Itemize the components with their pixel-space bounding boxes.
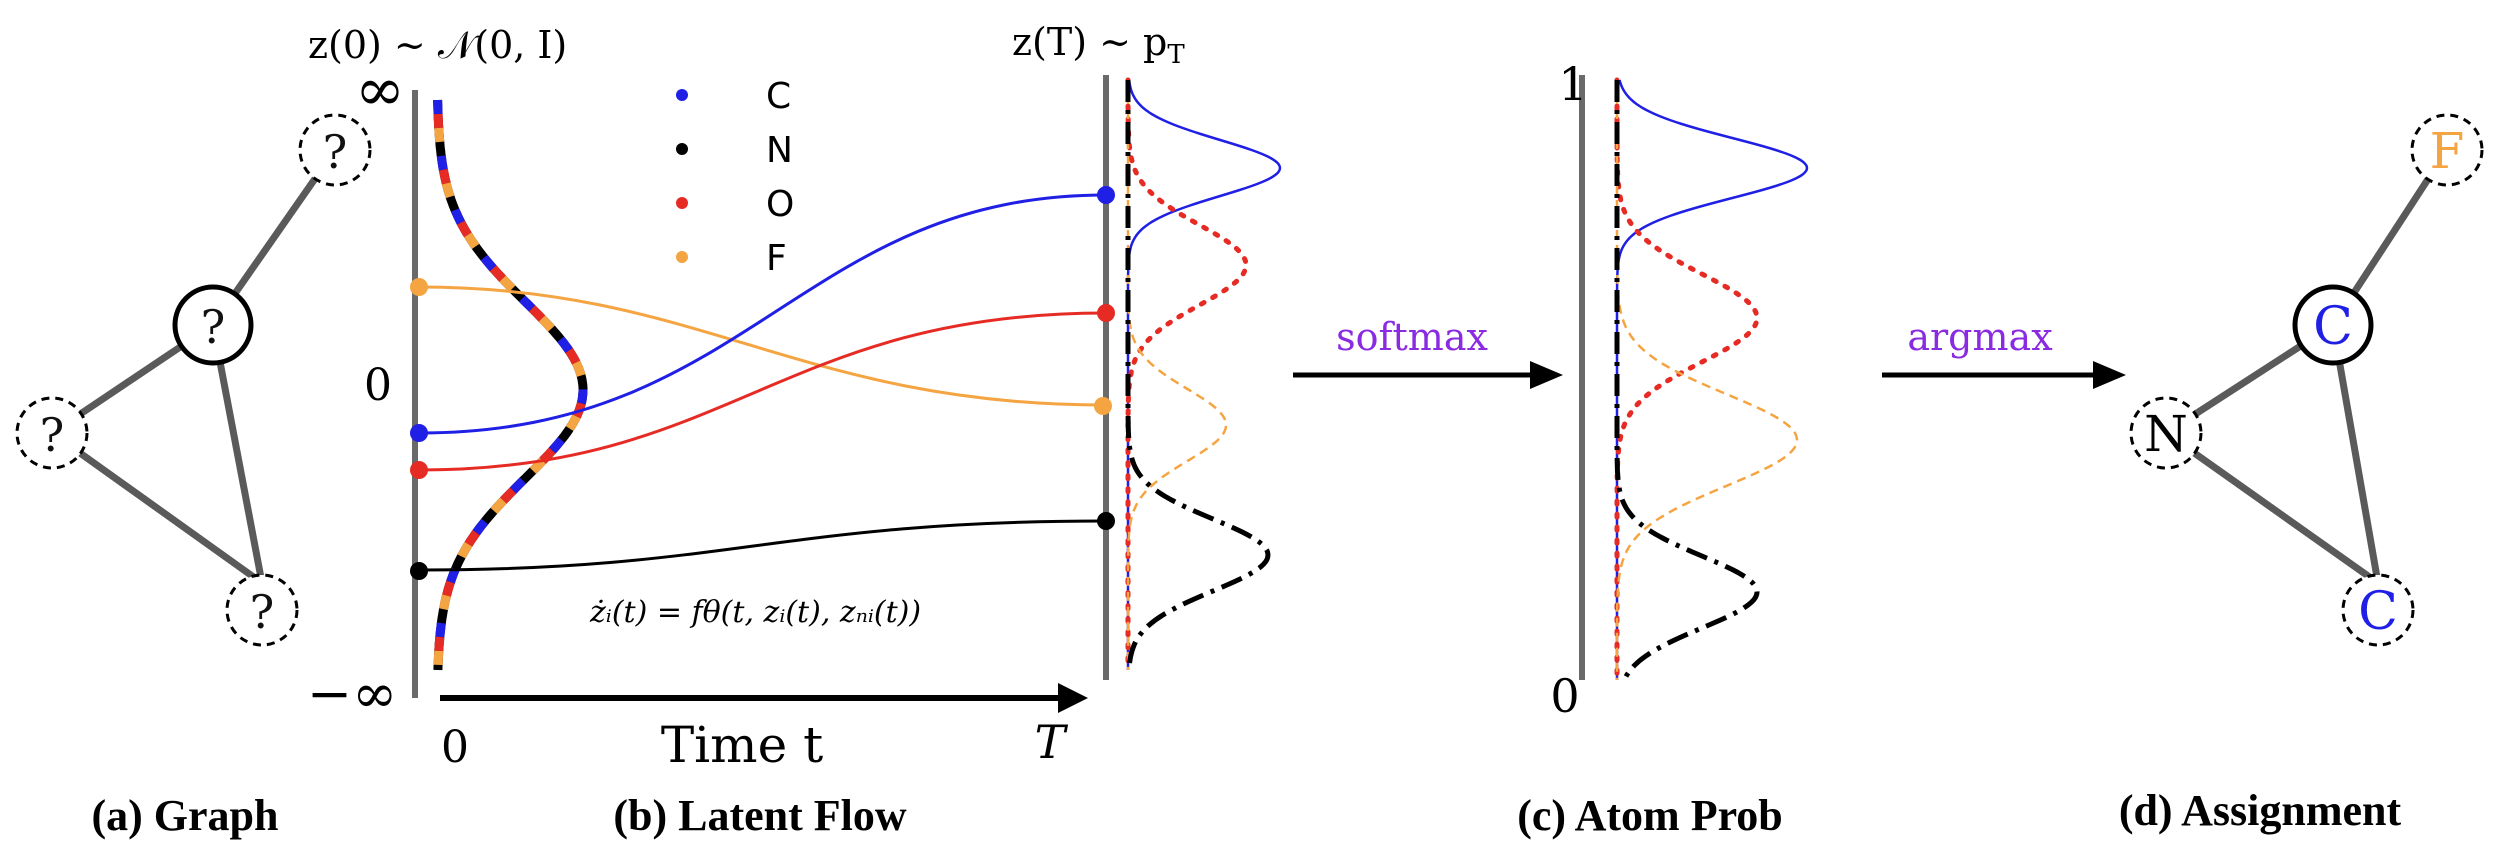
trajectory-O — [419, 311, 1107, 472]
legend-label-C: C — [766, 76, 791, 117]
caption-a: (a) Graph — [92, 791, 279, 840]
softmax-label: softmax — [1336, 315, 1488, 359]
legend-label-F: F — [766, 238, 787, 279]
assign-node-left: N — [2129, 396, 2203, 470]
legend: C N O F — [676, 76, 794, 279]
legend-marker-F — [676, 251, 688, 263]
output-densities-b — [1125, 77, 1282, 673]
title-zT-sub: T — [1167, 40, 1185, 70]
assign-node-bottom: C — [2341, 573, 2415, 647]
graph-node-top: ? — [298, 113, 372, 187]
assign-node-top-label: F — [2430, 122, 2465, 180]
panel-b-latent-flow: z(0) ∼ 𝒩(0, I) z(T) ∼ pT ∞ 0 −∞ 0 T Time… — [307, 20, 1282, 840]
label-neg-infinity: −∞ — [307, 662, 397, 725]
label-time-zero: 0 — [441, 722, 469, 773]
start-dot-O — [410, 461, 428, 479]
prob-label-zero: 0 — [1550, 669, 1579, 723]
label-pos-infinity: ∞ — [355, 55, 405, 125]
title-zT: z(T) ∼ pT — [1012, 20, 1185, 70]
end-dot-O — [1097, 304, 1115, 322]
edge-d-center-bottom — [2329, 324, 2382, 584]
end-dot-F — [1094, 397, 1112, 415]
assign-node-center: C — [2292, 284, 2374, 366]
caption-c: (c) Atom Prob — [1517, 791, 1783, 840]
title-zT-main: z(T) ∼ p — [1012, 20, 1167, 64]
label-zero: 0 — [364, 360, 392, 411]
assign-node-center-label: C — [2313, 297, 2353, 357]
caption-d: (d) Assignment — [2119, 786, 2402, 835]
panel-a-graph: ? ? ? ? (a) Graph — [15, 113, 372, 840]
ode-equation: żᵢ(t) = fθ(t, zᵢ(t), zₙᵢ(t)) — [589, 595, 921, 630]
prior-gaussian-curve — [433, 99, 588, 671]
title-z0: z(0) ∼ 𝒩(0, I) — [308, 23, 567, 67]
legend-marker-N — [676, 143, 688, 155]
softmax-arrow: softmax — [1293, 315, 1563, 389]
argmax-label: argmax — [1907, 315, 2052, 359]
assign-node-bottom-label: C — [2358, 582, 2398, 642]
assign-node-top: F — [2410, 113, 2484, 187]
legend-marker-C — [676, 89, 688, 101]
graph-node-bottom: ? — [225, 573, 299, 647]
assign-node-left-label: N — [2144, 405, 2188, 463]
start-dot-C — [410, 424, 428, 442]
panel-c-atom-prob: 1 0 (c) Atom Prob — [1517, 57, 1809, 840]
edge-center-bottom — [209, 324, 266, 584]
start-dot-F — [410, 278, 428, 296]
argmax-arrow: argmax — [1882, 315, 2126, 389]
trajectory-F — [419, 285, 1106, 407]
legend-marker-O — [676, 197, 688, 209]
graph-node-center: ? — [172, 284, 254, 366]
legend-label-N: N — [766, 130, 793, 171]
panel-d-assignment: F C N C (d) Assignment — [2119, 113, 2484, 835]
time-axis-arrowhead — [1058, 683, 1088, 713]
node-top-label: ? — [323, 125, 348, 179]
edge-left-bottom — [49, 430, 265, 586]
prob-densities — [1614, 77, 1809, 683]
trajectory-C — [419, 193, 1107, 435]
end-dot-N — [1097, 512, 1115, 530]
start-dot-N — [410, 562, 428, 580]
end-dot-C — [1097, 186, 1115, 204]
edge-d-left-bottom — [2163, 430, 2381, 586]
label-time-t: Time t — [661, 716, 823, 774]
label-time-T: T — [1035, 715, 1069, 769]
node-left-label: ? — [40, 408, 65, 462]
node-bottom-label: ? — [250, 585, 275, 639]
node-center-label: ? — [201, 300, 226, 354]
trajectory-N — [419, 519, 1107, 572]
caption-b: (b) Latent Flow — [613, 791, 907, 840]
legend-label-O: O — [766, 184, 794, 225]
graph-node-left: ? — [15, 396, 89, 470]
prob-label-one: 1 — [1558, 57, 1587, 111]
